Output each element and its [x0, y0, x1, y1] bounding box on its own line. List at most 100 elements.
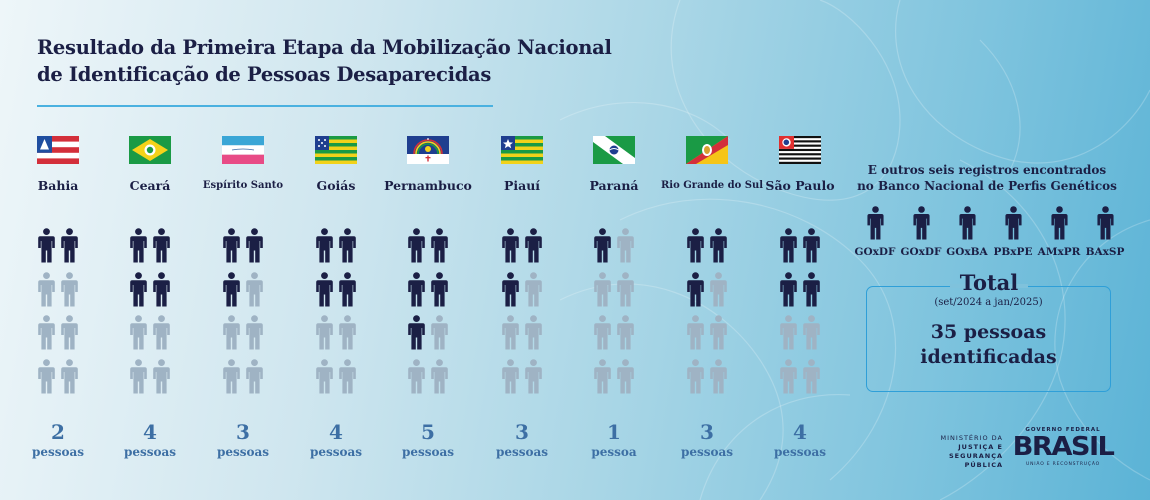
people-row — [594, 228, 634, 272]
state-count: 3 — [700, 420, 714, 444]
person-empty-icon — [246, 315, 263, 350]
person-filled-icon — [431, 272, 448, 307]
person-empty-icon — [38, 359, 55, 394]
total-value-line-2: identificadas — [920, 346, 1057, 368]
gov-slogan: UNIÃO E RECONSTRUÇÃO — [1026, 462, 1100, 467]
person-filled-icon — [803, 228, 820, 263]
state-count-unit: pessoa — [591, 445, 637, 459]
state-count: 4 — [793, 420, 807, 444]
extra-heading-line-1: E outros seis registros encontrados — [867, 163, 1107, 177]
person-filled-icon — [803, 272, 820, 307]
person-empty-icon — [687, 359, 704, 394]
state-count-unit: pessoas — [495, 445, 549, 459]
person-empty-icon — [710, 272, 727, 307]
state-count-unit: pessoas — [216, 445, 270, 459]
people-row — [502, 228, 542, 272]
person-empty-icon — [803, 359, 820, 394]
state-name: Pernambuco — [384, 178, 472, 193]
people-row — [38, 228, 78, 272]
person-empty-icon — [617, 228, 634, 263]
pernambuco-flag-icon — [407, 136, 449, 164]
person-filled-icon — [130, 272, 147, 307]
person-empty-icon — [687, 315, 704, 350]
extra-record: GOxBA — [944, 206, 990, 258]
person-empty-icon — [803, 315, 820, 350]
state-column-goias: Goiás — [290, 136, 382, 402]
gov-federal-label: GOVERNO FEDERAL — [1025, 427, 1101, 433]
people-row — [38, 272, 78, 316]
people-pictogram — [780, 228, 820, 402]
person-filled-icon — [246, 228, 263, 263]
extra-record-code: BAxSP — [1085, 246, 1125, 258]
people-row — [316, 228, 356, 272]
state-count: 2 — [51, 420, 65, 444]
state-column-parana: Paraná — [568, 136, 660, 402]
people-row — [687, 359, 727, 403]
person-filled-icon — [38, 228, 55, 263]
person-filled-icon — [1051, 206, 1068, 240]
state-count-unit: pessoas — [31, 445, 85, 459]
state-name: Goiás — [316, 178, 356, 193]
people-row — [316, 272, 356, 316]
people-row — [408, 228, 448, 272]
person-filled-icon — [223, 272, 240, 307]
total-title-mask — [950, 284, 1028, 288]
extra-records-heading: E outros seis registros encontrados no B… — [852, 162, 1122, 194]
extra-record-code: PBxPE — [993, 246, 1033, 258]
title-line-1: Resultado da Primeira Etapa da Mobilizaç… — [37, 36, 612, 59]
state-column-ceara: Ceará — [104, 136, 196, 402]
person-filled-icon — [1005, 206, 1022, 240]
espirito-santo-flag-icon — [222, 136, 264, 164]
people-row — [223, 359, 263, 403]
person-filled-icon — [130, 228, 147, 263]
person-filled-icon — [223, 228, 240, 263]
person-empty-icon — [61, 272, 78, 307]
people-row — [780, 315, 820, 359]
ministry-line-3: SEGURANÇA PÚBLICA — [948, 452, 1003, 469]
state-count: 3 — [515, 420, 529, 444]
person-filled-icon — [339, 228, 356, 263]
extra-record: GOxDF — [852, 206, 898, 258]
state-count: 1 — [607, 420, 621, 444]
people-pictogram — [223, 228, 263, 402]
person-filled-icon — [525, 228, 542, 263]
person-filled-icon — [61, 228, 78, 263]
state-name: Bahia — [37, 178, 79, 193]
state-name: Rio Grande do Sul — [661, 180, 764, 191]
person-empty-icon — [38, 272, 55, 307]
person-filled-icon — [316, 272, 333, 307]
person-empty-icon — [525, 315, 542, 350]
extra-record: BAxSP — [1082, 206, 1128, 258]
extra-record: PBxPE — [990, 206, 1036, 258]
people-row — [130, 228, 170, 272]
page-title: Resultado da Primeira Etapa da Mobilizaç… — [37, 34, 612, 88]
person-empty-icon — [339, 359, 356, 394]
state-count: 4 — [329, 420, 343, 444]
people-row — [38, 315, 78, 359]
person-empty-icon — [780, 315, 797, 350]
parana-flag-icon — [593, 136, 635, 164]
state-count-unit: pessoas — [309, 445, 363, 459]
people-row — [687, 272, 727, 316]
people-row — [130, 315, 170, 359]
people-row — [594, 272, 634, 316]
person-empty-icon — [431, 315, 448, 350]
person-filled-icon — [502, 228, 519, 263]
person-filled-icon — [316, 228, 333, 263]
people-pictogram — [130, 228, 170, 402]
person-filled-icon — [408, 315, 425, 350]
extra-record-code: GOxBA — [946, 246, 988, 258]
person-filled-icon — [959, 206, 976, 240]
person-empty-icon — [525, 272, 542, 307]
person-filled-icon — [594, 228, 611, 263]
person-empty-icon — [431, 359, 448, 394]
person-empty-icon — [710, 315, 727, 350]
total-value-line-1: 35 pessoas — [930, 321, 1047, 343]
person-filled-icon — [710, 228, 727, 263]
state-column-espirito-santo: Espírito Santo — [197, 136, 289, 402]
state-count-unit: pessoas — [401, 445, 455, 459]
person-empty-icon — [38, 315, 55, 350]
person-filled-icon — [339, 272, 356, 307]
person-empty-icon — [130, 359, 147, 394]
person-empty-icon — [61, 315, 78, 350]
